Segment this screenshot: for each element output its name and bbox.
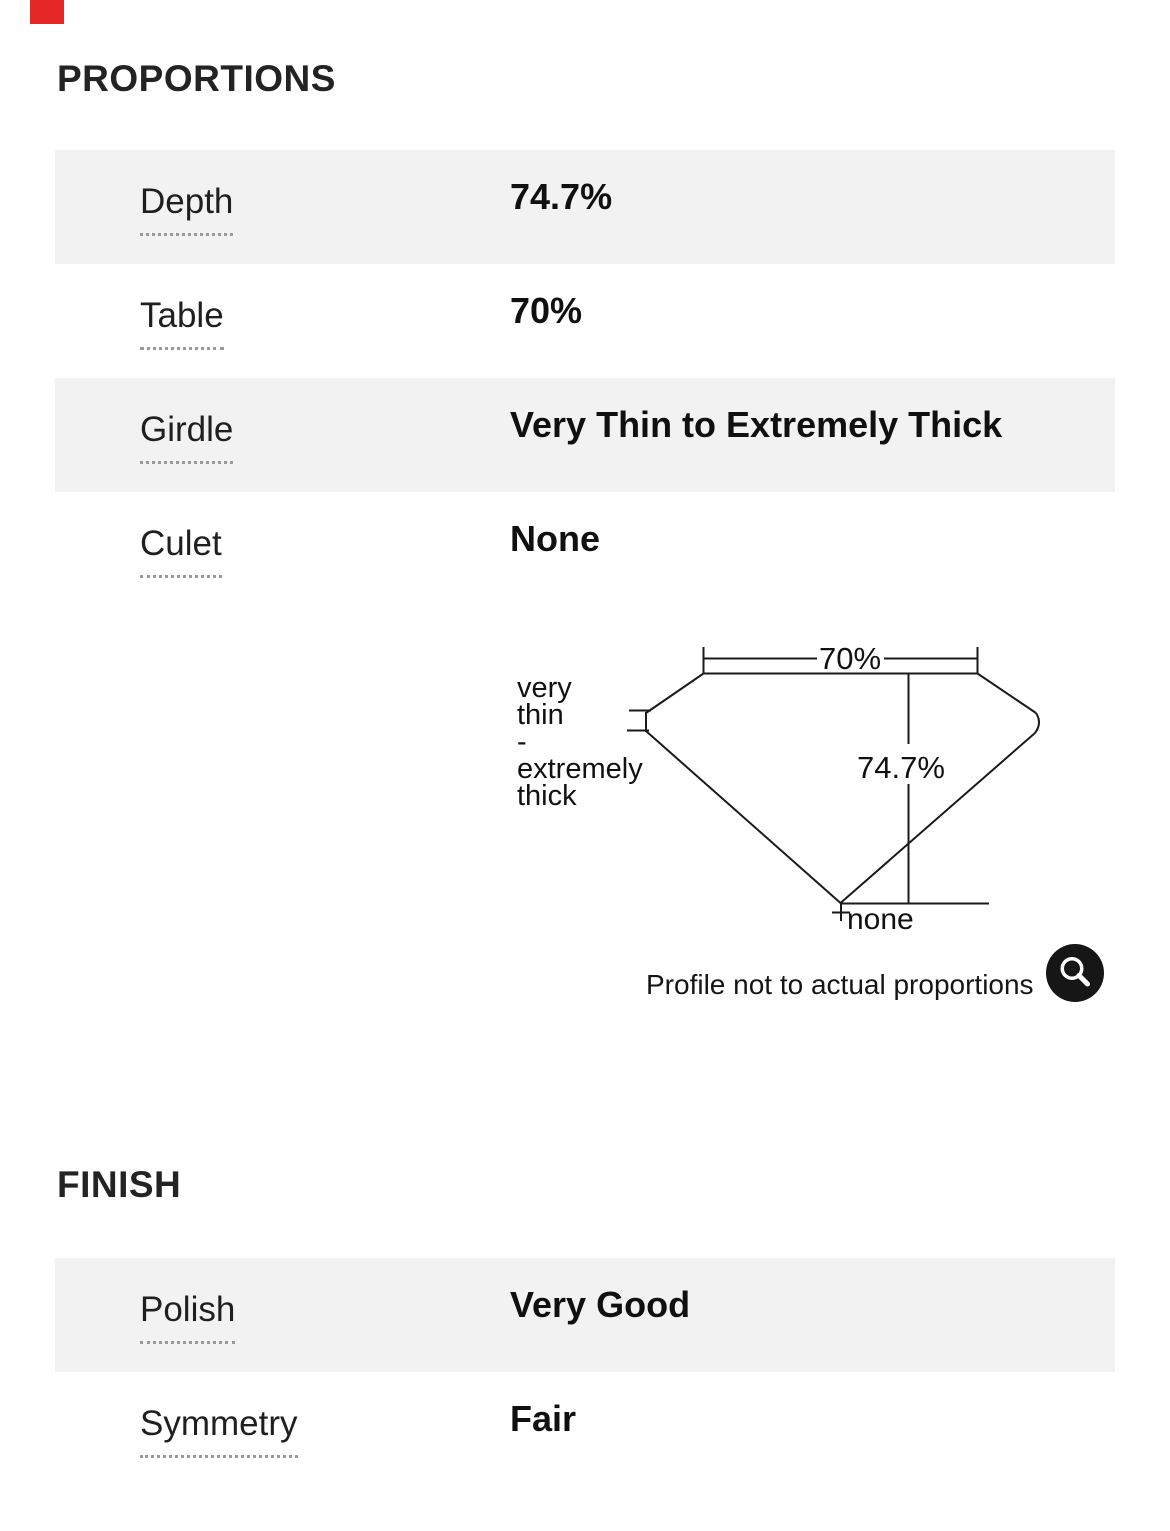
table-value: 70%	[510, 290, 583, 331]
culet-label[interactable]: Culet	[140, 524, 222, 578]
girdle-text-line: thick	[517, 780, 577, 812]
table-row-table: Table 70%	[55, 264, 1115, 378]
polish-value: Very Good	[510, 1284, 691, 1325]
table-row-girdle: Girdle Very Thin to Extremely Thick	[55, 378, 1115, 492]
pavilion-left-line	[645, 730, 842, 904]
table-label[interactable]: Table	[140, 296, 224, 350]
culet-value: None	[510, 518, 600, 559]
table-row-depth: Depth 74.7%	[55, 150, 1115, 264]
girdle-text-line: very	[517, 672, 572, 704]
spec-label-cell: Culet	[55, 492, 510, 606]
spec-label-cell: Table	[55, 264, 510, 378]
polish-label[interactable]: Polish	[140, 1290, 236, 1344]
girdle-text-line: extremely	[517, 753, 643, 785]
spec-label-cell: Polish	[55, 1258, 510, 1372]
crown-left-line	[645, 672, 705, 714]
depth-pct-label: 74.7%	[857, 750, 945, 785]
girdle-value: Very Thin to Extremely Thick	[510, 404, 1003, 445]
symmetry-value: Fair	[510, 1398, 577, 1439]
proportions-heading: PROPORTIONS	[57, 58, 336, 99]
proportions-table: Depth 74.7% Table 70% Girdle Very Thin t…	[55, 150, 1115, 606]
depth-value: 74.7%	[510, 176, 613, 217]
culet-plus-tick	[832, 904, 850, 921]
magnifier-icon	[1046, 944, 1104, 1002]
culet-diagram-label: none	[847, 903, 914, 936]
girdle-text-line: thin	[517, 699, 564, 731]
table-row-polish: Polish Very Good	[55, 1258, 1115, 1372]
spec-label-cell: Symmetry	[55, 1372, 510, 1486]
table-row-culet: Culet None	[55, 492, 1115, 606]
girdle-text-line: -	[517, 726, 527, 758]
red-marker	[30, 0, 64, 24]
diagram-caption: Profile not to actual proportions	[646, 969, 1034, 1000]
finish-heading: FINISH	[57, 1164, 182, 1205]
pavilion-right-line	[839, 732, 1036, 904]
diamond-profile-diagram: 70% 74.7% none very thin - extremely thi…	[517, 641, 1040, 936]
spec-label-cell: Depth	[55, 150, 510, 264]
crown-right-line	[976, 672, 1037, 714]
table-pct-label: 70%	[819, 641, 881, 676]
spec-label-cell: Girdle	[55, 378, 510, 492]
zoom-button[interactable]	[1046, 944, 1104, 1002]
finish-table: Polish Very Good Symmetry Fair	[55, 1258, 1115, 1486]
depth-label[interactable]: Depth	[140, 182, 234, 236]
girdle-label[interactable]: Girdle	[140, 410, 234, 464]
table-row-symmetry: Symmetry Fair	[55, 1372, 1115, 1486]
girdle-right-notch	[1034, 712, 1040, 734]
symmetry-label[interactable]: Symmetry	[140, 1404, 298, 1458]
